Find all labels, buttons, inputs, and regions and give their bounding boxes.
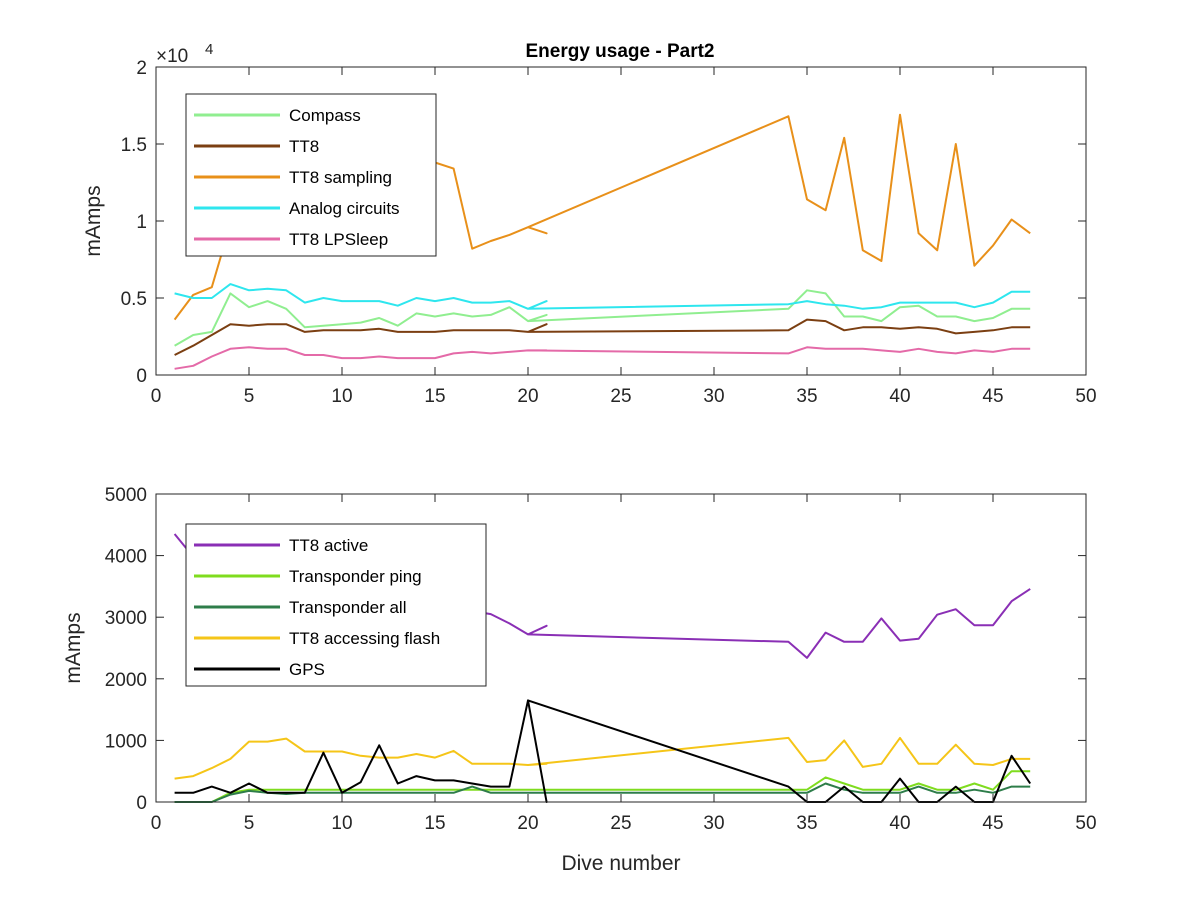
series-line-tt8-lpsleep: [174, 346, 1031, 370]
legend-label-tt8-sampling: TT8 sampling: [289, 168, 392, 187]
x-tick-label: 20: [517, 386, 538, 407]
axis-ticks-top: 0 5 10 15 20 25 30 35 40 45 50 0 0.5 1 1.5 2: [121, 58, 1097, 407]
y-tick-label: 1: [136, 212, 147, 233]
legend-top: Compass TT8 TT8 sampling Analog circuits TT8…: [185, 93, 437, 257]
legend-label-transponder-ping: Transponder ping: [289, 567, 422, 586]
x-tick-label: 30: [703, 386, 724, 407]
axis-ticks-bottom: 0 5 10 15 20 25 30 35 40 45 50 0 1000 2000 3000 4000 500…: [105, 485, 1097, 834]
legend-label-transponder-all: Transponder all: [289, 598, 407, 617]
x-tick-label: 5: [244, 813, 255, 834]
series-line-transponder-ping: [174, 770, 1031, 803]
series-line-analog-circuits: [174, 283, 1031, 310]
x-tick-label: 15: [424, 386, 445, 407]
energy-usage-bottom-panel: mAmps Dive number 0 5 10 15 20 25 30 35 40 45 50 0 1…: [62, 485, 1097, 875]
x-tick-label: 35: [796, 813, 817, 834]
exponent-label: ×10 4: [156, 41, 213, 67]
legend-label-tt8-lpsleep: TT8 LPSleep: [289, 230, 388, 249]
legend-label-gps: GPS: [289, 660, 325, 679]
plot-area-frame-bottom: [155, 493, 1087, 803]
series-lines-top: [173, 113, 1031, 370]
legend-box: [185, 93, 437, 257]
y-axis-label-bottom: mAmps: [62, 612, 85, 683]
chart-title: Energy usage - Part2: [525, 41, 714, 62]
energy-usage-top-panel: Energy usage - Part2 mAmps ×10 4 0 5 10 15 2…: [82, 41, 1097, 407]
y-tick-label: 0: [136, 793, 147, 814]
x-tick-label: 50: [1075, 813, 1096, 834]
legend-label-tt8-accessing-flash: TT8 accessing flash: [289, 629, 440, 648]
exponent-base: ×10: [156, 46, 188, 67]
series-line-compass: [174, 289, 1031, 347]
x-tick-label: 15: [424, 813, 445, 834]
x-tick-label: 40: [889, 386, 910, 407]
legend-label-tt8-active: TT8 active: [289, 536, 368, 555]
legend-label-tt8: TT8: [289, 137, 319, 156]
x-tick-label: 45: [982, 386, 1003, 407]
x-tick-label: 40: [889, 813, 910, 834]
x-tick-label: 25: [610, 386, 631, 407]
x-tick-label: 0: [151, 386, 162, 407]
y-tick-label: 5000: [105, 485, 147, 506]
legend-label-compass: Compass: [289, 106, 361, 125]
y-tick-label: 1.5: [121, 135, 147, 156]
legend-box: [185, 523, 487, 687]
x-tick-label: 35: [796, 386, 817, 407]
x-tick-label: 10: [331, 386, 352, 407]
x-tick-label: 45: [982, 813, 1003, 834]
y-tick-label: 0: [136, 366, 147, 387]
x-tick-label: 0: [151, 813, 162, 834]
series-line-tt8: [174, 318, 1031, 356]
exponent-power: 4: [205, 41, 213, 58]
x-tick-label: 20: [517, 813, 538, 834]
legend-bottom: TT8 active Transponder ping Transponder al…: [185, 523, 487, 687]
y-axis-label-top: mAmps: [82, 185, 105, 256]
x-tick-label: 25: [610, 813, 631, 834]
x-tick-label: 30: [703, 813, 724, 834]
y-tick-label: 3000: [105, 608, 147, 629]
x-axis-label: Dive number: [561, 852, 680, 875]
y-tick-label: 4000: [105, 547, 147, 568]
x-tick-label: 10: [331, 813, 352, 834]
y-tick-label: 2: [136, 58, 147, 79]
y-tick-label: 2000: [105, 670, 147, 691]
series-line-tt8-accessing-flash: [174, 736, 1031, 780]
x-tick-label: 5: [244, 386, 255, 407]
plot-area-frame-top: [155, 66, 1087, 376]
legend-label-analog-circuits: Analog circuits: [289, 199, 400, 218]
y-tick-label: 1000: [105, 731, 147, 752]
y-tick-label: 0.5: [121, 289, 147, 310]
x-tick-label: 50: [1075, 386, 1096, 407]
